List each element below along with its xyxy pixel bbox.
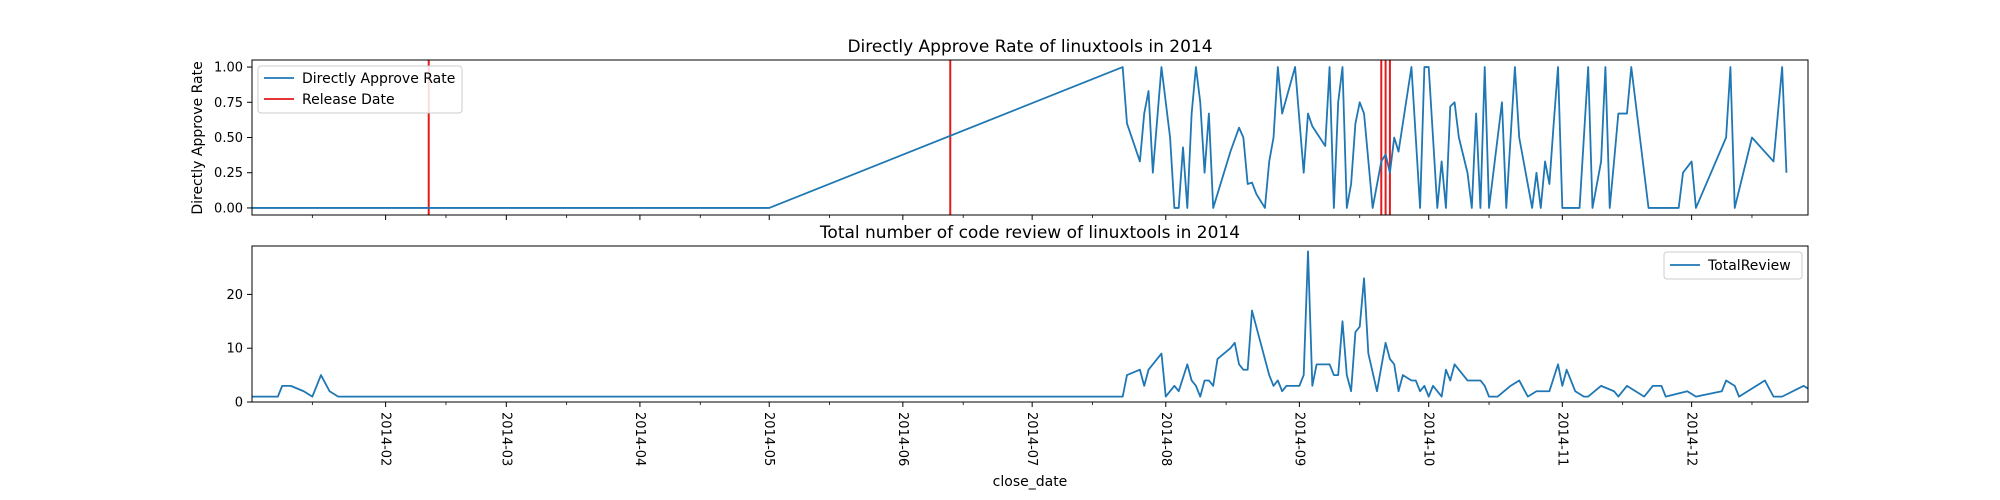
approve-rate-series-line	[252, 66, 1788, 209]
total-review-series-line	[252, 250, 1808, 398]
total-review-ytick-label: 0	[235, 396, 243, 411]
x-tick-label: 2014-03	[498, 412, 513, 466]
approve-rate-ytick-label: 0.75	[214, 96, 243, 111]
total-review-ytick-label: 20	[226, 288, 243, 303]
approve-rate-ytick-label: 0.25	[214, 166, 243, 181]
approve-rate-legend: Directly Approve Rate Release Date	[257, 65, 463, 114]
approve-rate-title: Directly Approve Rate of linuxtools in 2…	[847, 37, 1212, 57]
total-review-panel: Total number of code review of linuxtool…	[226, 223, 1809, 490]
total-review-legend: TotalReview	[1663, 251, 1803, 280]
total-review-frame	[251, 245, 1809, 403]
approve-rate-ytick-label: 0.00	[214, 201, 243, 216]
approve-rate-panel: Directly Approve Rate of linuxtools in 2…	[190, 37, 1809, 220]
x-tick-label: 2014-09	[1291, 412, 1306, 466]
x-tick-label: 2014-06	[895, 412, 910, 466]
release-date-legend-label: Release Date	[302, 92, 395, 108]
approve-rate-ytick-label: 0.50	[214, 131, 243, 146]
x-tick-label: 2014-05	[761, 412, 776, 466]
x-tick-label: 2014-10	[1421, 412, 1436, 466]
approve-rate-ytick-label: 1.00	[214, 61, 243, 76]
total-review-ytick-label: 10	[226, 342, 243, 357]
approve-rate-legend-label: Directly Approve Rate	[302, 71, 455, 87]
approve-rate-frame	[251, 59, 1809, 216]
x-tick-label: 2014-04	[632, 412, 647, 466]
x-tick-label: 2014-02	[378, 412, 393, 466]
approve-rate-plot: 0.00 0.25 0.50 0.75 1.00	[214, 60, 1788, 220]
x-axis-label: close_date	[993, 474, 1068, 490]
total-review-plot: 0 10 20 2014-02 2014-03 2014-04 2014-05 2014-06…	[226, 250, 1808, 466]
total-review-legend-box	[1663, 251, 1803, 280]
total-review-legend-label: TotalReview	[1707, 258, 1791, 274]
approve-rate-ylabel: Directly Approve Rate	[190, 61, 206, 214]
x-tick-label: 2014-12	[1684, 412, 1699, 466]
x-tick-label: 2014-11	[1554, 412, 1569, 466]
x-tick-label: 2014-08	[1158, 412, 1173, 466]
approve-rate-legend-box	[257, 65, 463, 114]
total-review-title: Total number of code review of linuxtool…	[819, 223, 1240, 243]
x-tick-label: 2014-07	[1024, 412, 1039, 466]
